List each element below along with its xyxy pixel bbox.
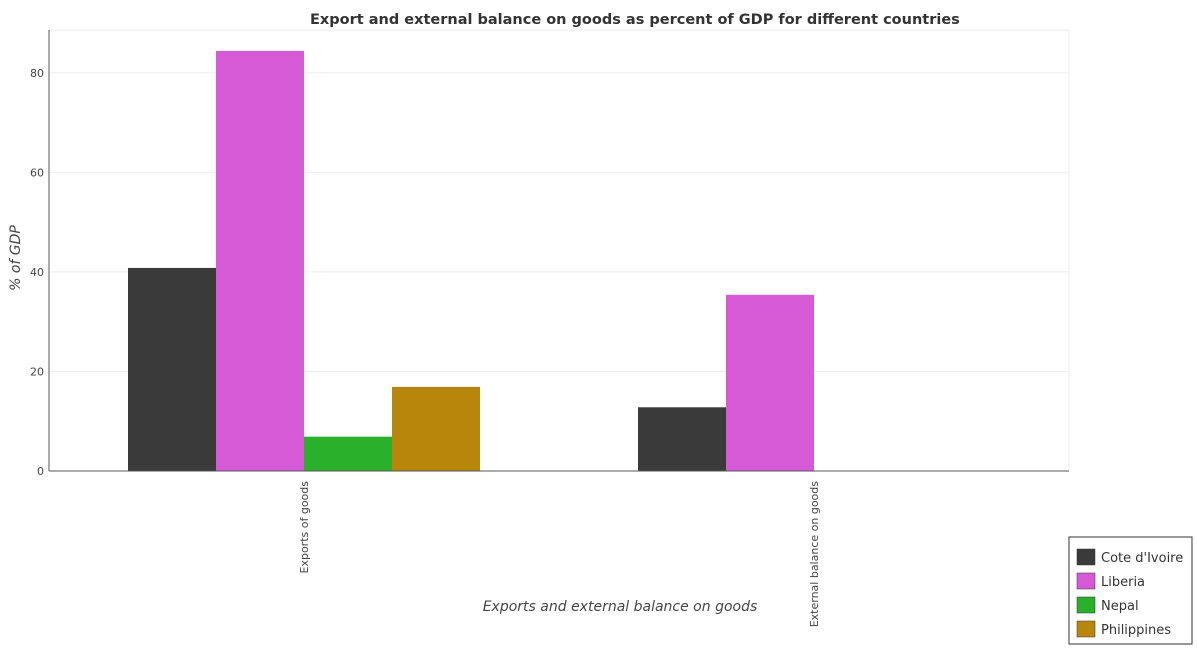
- bar: [726, 294, 814, 471]
- x-tick-label: External balance on goods: [808, 481, 821, 628]
- x-tick-label: Exports of goods: [298, 481, 311, 574]
- bar: [304, 436, 392, 471]
- bar: [216, 50, 304, 472]
- legend-swatch: [1076, 572, 1096, 590]
- y-tick-label: 20: [30, 365, 44, 378]
- chart-title: Export and external balance on goods as …: [310, 12, 960, 28]
- y-tick-label: 0: [37, 465, 44, 478]
- legend-entry: Liberia: [1101, 575, 1145, 590]
- y-tick-label: 80: [30, 67, 44, 80]
- y-tick-label: 40: [30, 266, 44, 279]
- legend-swatch: [1076, 620, 1096, 638]
- bars: [128, 50, 814, 472]
- legend-swatch: [1076, 596, 1096, 614]
- axes: 0 20 40 60 80 Exports of goods External balanc…: [30, 30, 1069, 627]
- legend-swatch: [1076, 548, 1096, 566]
- y-tick-label: 60: [30, 166, 44, 179]
- bar: [638, 407, 726, 471]
- bar: [128, 267, 216, 471]
- y-axis-label: % of GDP: [8, 225, 24, 291]
- legend-entry: Nepal: [1101, 599, 1139, 614]
- x-axis-label: Exports and external balance on goods: [483, 599, 758, 615]
- legend-entry: Philippines: [1101, 623, 1171, 638]
- legend: Cote d'Ivoire Liberia Nepal Philippines: [1068, 536, 1193, 645]
- bar: [392, 386, 480, 471]
- legend-entry: Cote d'Ivoire: [1101, 551, 1183, 566]
